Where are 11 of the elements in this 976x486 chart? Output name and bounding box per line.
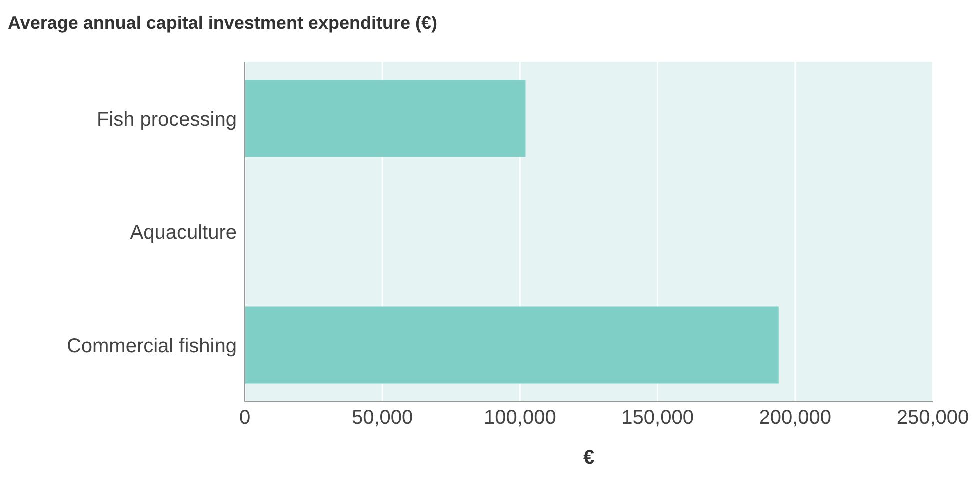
x-tick-label: 0	[239, 407, 251, 430]
y-tick-label: Aquaculture	[130, 222, 237, 244]
y-tick-label: Commercial fishing	[66, 335, 237, 358]
x-tick-label: 150,000	[622, 407, 694, 430]
x-tick-label: 200,000	[759, 407, 832, 430]
x-tick-label: 100,000	[484, 407, 556, 430]
x-tick-label: 250,000	[896, 407, 970, 430]
x-axis-title: €	[583, 447, 595, 469]
x-tick-label: 50,000	[352, 407, 414, 430]
y-tick-label: Fish processing	[96, 108, 237, 131]
chart-title: Average annual capital investment expenditure (€)	[8, 12, 438, 35]
